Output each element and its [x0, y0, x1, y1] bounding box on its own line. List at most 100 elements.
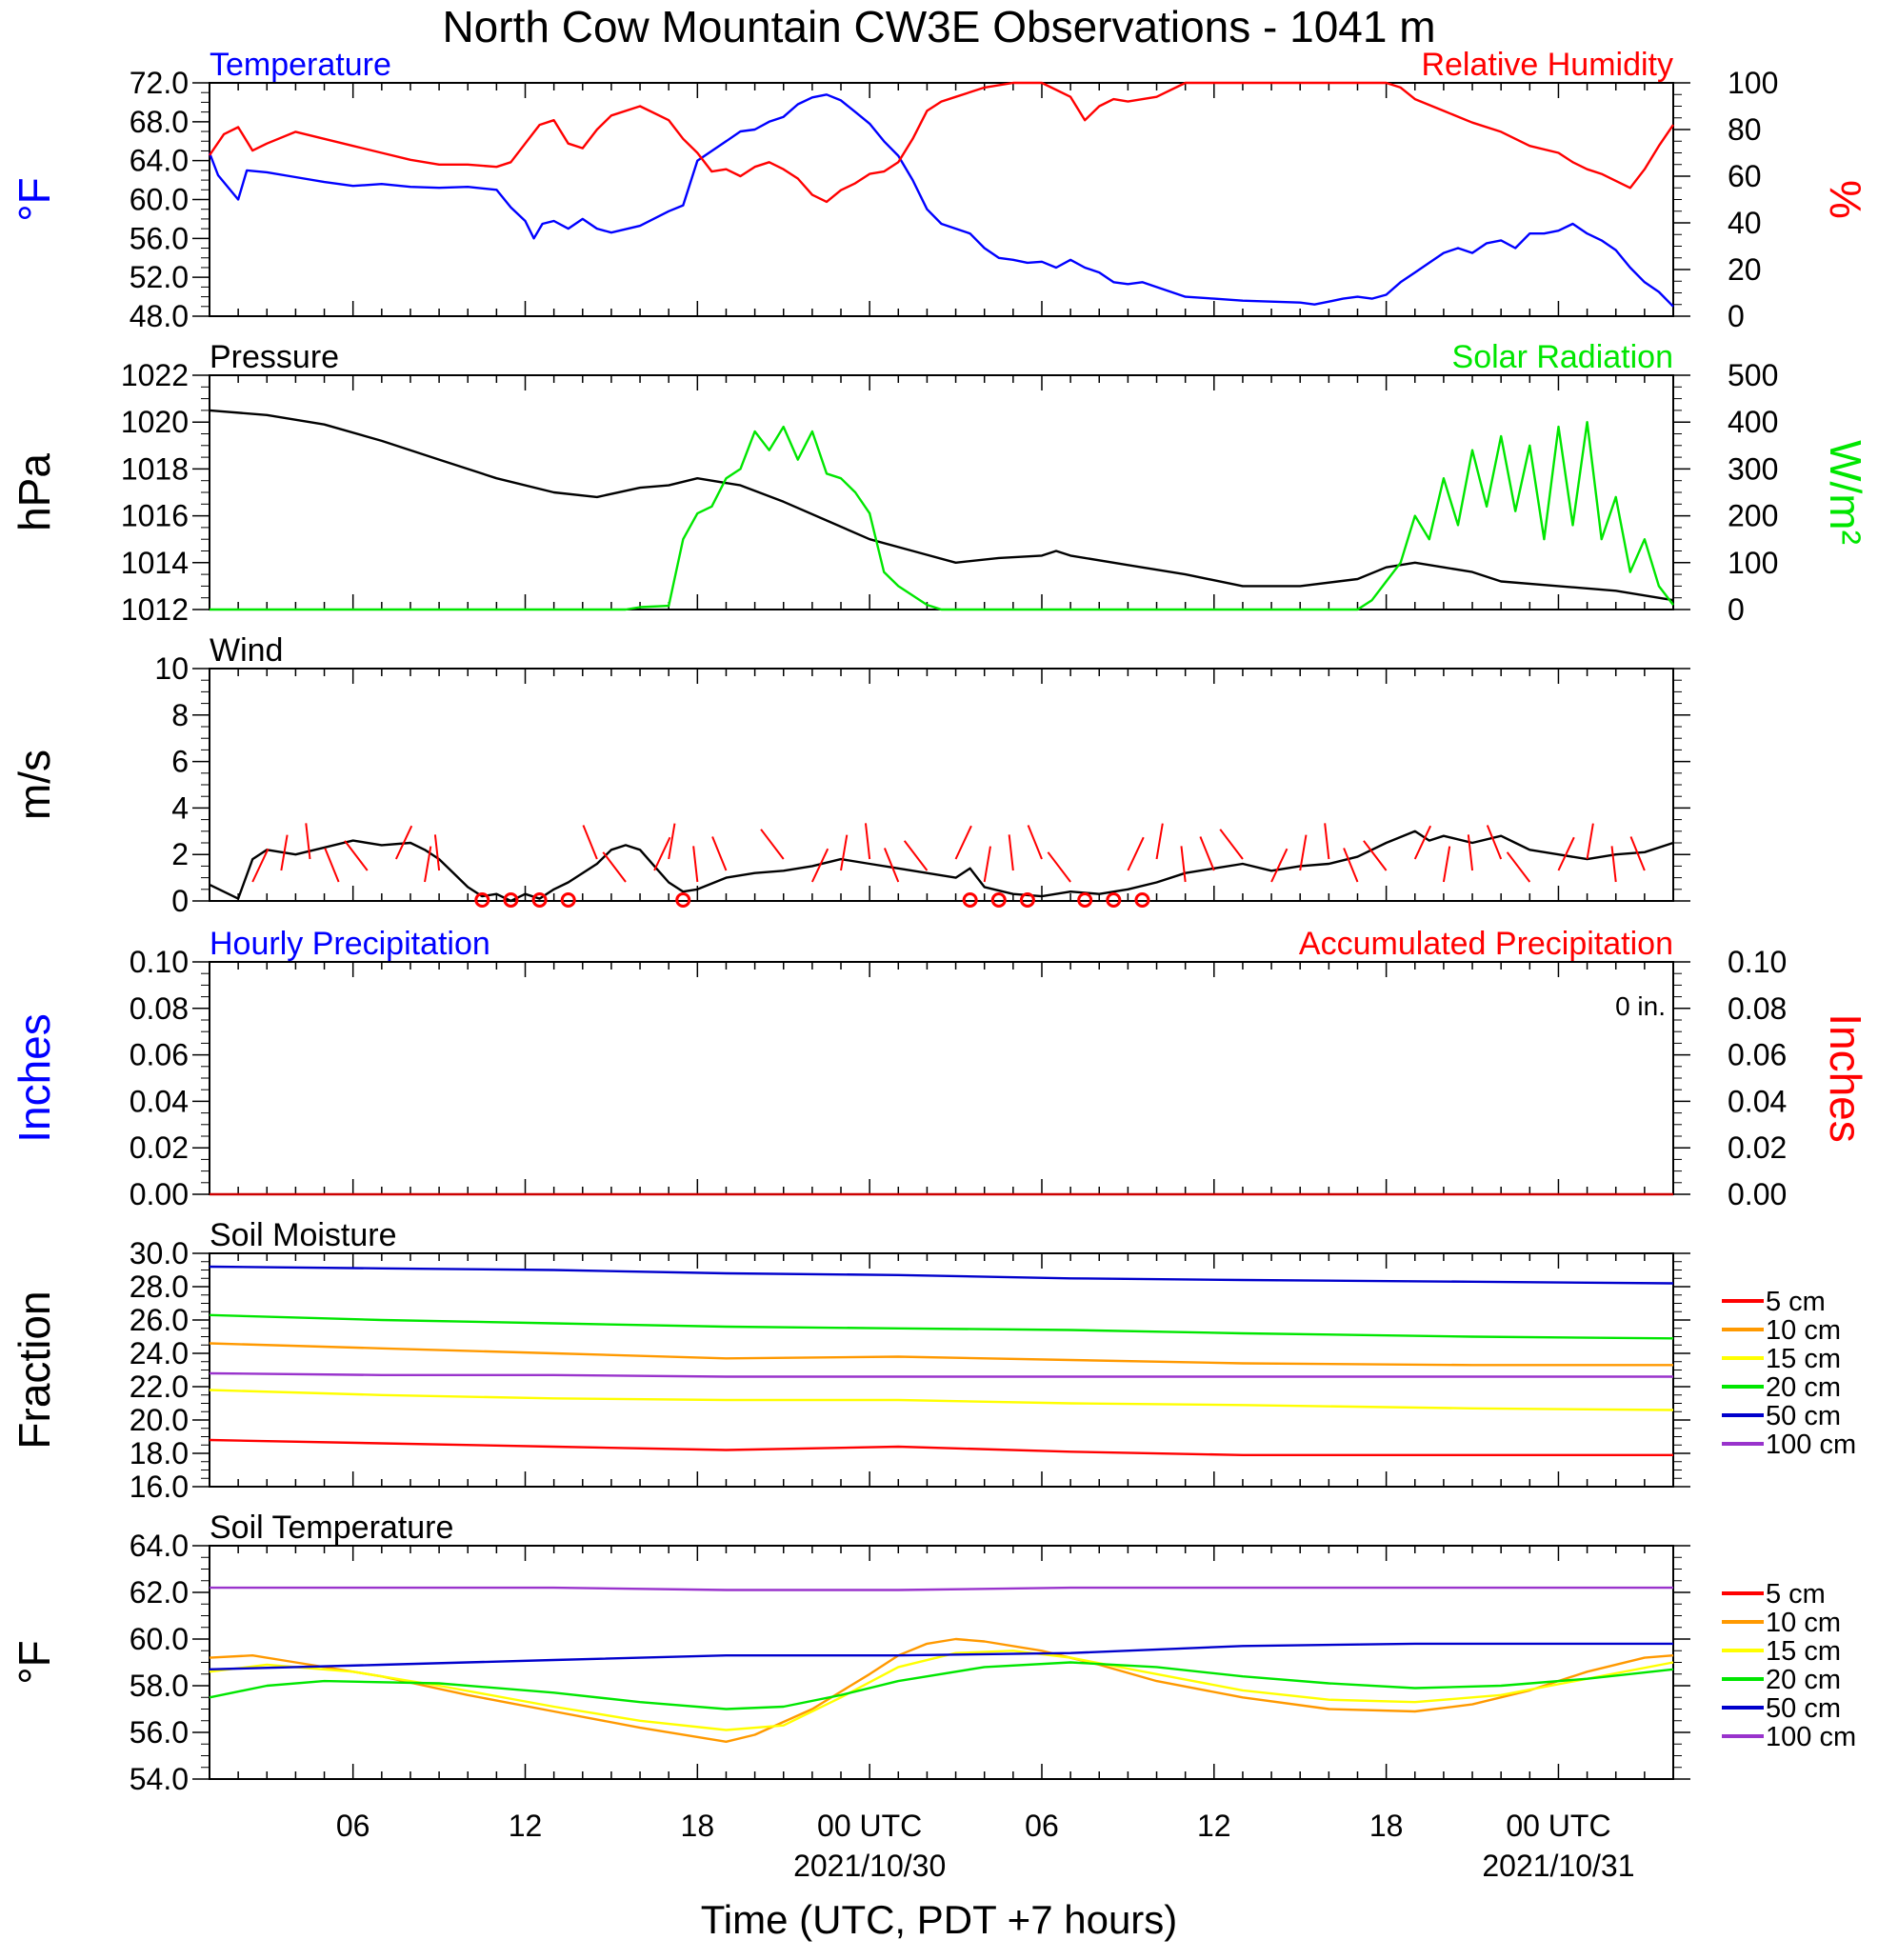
x-tick-label: 00 UTC [1506, 1809, 1610, 1843]
y-tick-label-left: 30.0 [130, 1236, 189, 1270]
y-tick-label-right: 300 [1728, 451, 1778, 486]
y-tick-label-right: 200 [1728, 499, 1778, 533]
y-axis-label-right: % [1821, 180, 1870, 219]
wind-barb [424, 846, 432, 883]
y-axis-label-left: Fraction [10, 1290, 59, 1449]
y-tick-label-left: 6 [171, 745, 189, 779]
wind-barb [1363, 840, 1388, 871]
calm-wind-circle [990, 892, 1007, 908]
wind-barb [1180, 846, 1187, 883]
y-tick-label-left: 24.0 [130, 1336, 189, 1370]
y-tick-label-left: 18.0 [130, 1436, 189, 1470]
wind-barb [1557, 836, 1575, 871]
y-tick-label-left: 1020 [121, 405, 189, 439]
wind-barb [903, 840, 929, 871]
calm-wind-circle [1134, 892, 1150, 908]
y-tick-label-left: 1014 [121, 546, 189, 580]
y-tick-label-left: 60.0 [130, 183, 189, 217]
x-date-label: 2021/10/31 [1482, 1849, 1634, 1883]
wind-barb [1199, 836, 1215, 871]
wind-barb [1442, 846, 1451, 883]
panel-title-left: Hourly Precipitation [210, 926, 490, 962]
legend-label: 50 cm [1766, 1401, 1841, 1431]
y-tick-label-right: 0.06 [1728, 1038, 1787, 1072]
y-axis-label-right: W/m² [1821, 440, 1870, 545]
wind-barb [954, 825, 972, 860]
y-tick-label-right: 0 [1728, 592, 1745, 627]
panel-title-left: Temperature [210, 47, 391, 83]
plot-frame [209, 82, 1674, 317]
y-tick-label-left: 4 [171, 790, 189, 825]
y-tick-label-left: 20.0 [130, 1403, 189, 1437]
wind-barb [1486, 825, 1503, 860]
legend-label: 20 cm [1766, 1665, 1841, 1695]
panel-title-left: Soil Moisture [210, 1217, 397, 1253]
y-tick-label-left: 60.0 [130, 1622, 189, 1656]
calm-wind-circle [474, 892, 490, 908]
y-tick-label-right: 0.10 [1728, 945, 1787, 979]
calm-wind-circle [531, 892, 548, 908]
y-tick-label-left: 56.0 [130, 1715, 189, 1750]
x-date-label: 2021/10/30 [793, 1849, 946, 1883]
x-axis-label: Time (UTC, PDT +7 hours) [701, 1897, 1178, 1942]
panel-press_solar: 1022 1020 1018 1016 1014 1012 500 400 300 200 100 0… [10, 339, 1870, 627]
panel-soil_temp: 64.0 62.0 60.0 58.0 56.0 54.0 Soil Temperature… [10, 1510, 1856, 1796]
wind-barb [864, 823, 871, 860]
series-line [209, 1342, 1673, 1367]
y-tick-label-left: 10 [154, 651, 189, 686]
legend-label: 5 cm [1766, 1287, 1826, 1317]
y-tick-label-right: 100 [1728, 66, 1778, 100]
y-tick-label-right: 0.02 [1728, 1130, 1787, 1165]
wind-barb [1413, 825, 1432, 860]
panel-title-left: Wind [210, 632, 283, 669]
y-tick-label-right: 40 [1728, 206, 1762, 240]
y-tick-label-left: 1016 [121, 499, 189, 533]
panel-title-right: Solar Radiation [1452, 339, 1673, 375]
wind-barb [305, 823, 311, 860]
y-tick-label-left: 26.0 [130, 1303, 189, 1337]
y-tick-label-left: 22.0 [130, 1370, 189, 1404]
panel-temp_rh: 72.0 68.0 64.0 60.0 56.0 52.0 48.0 100 80 60 40 20 0… [10, 47, 1870, 333]
wind-barb [433, 834, 441, 871]
legend-label: 10 cm [1766, 1608, 1841, 1638]
legend-label: 100 cm [1766, 1722, 1856, 1752]
wind-barb [1219, 829, 1244, 860]
wind-barb [1299, 834, 1308, 871]
y-axis-label-left: °F [10, 177, 59, 222]
y-tick-label-left: 8 [171, 698, 189, 732]
legend-label: 100 cm [1766, 1430, 1856, 1460]
wind-barb [1506, 851, 1531, 883]
plot-frame [209, 1252, 1674, 1488]
wind-barb [1270, 848, 1289, 883]
y-tick-label-right: 0 [1728, 299, 1745, 333]
wind-barb [668, 823, 676, 860]
accumulated-total: 0 in. [1615, 991, 1666, 1021]
y-tick-label-left: 68.0 [130, 105, 189, 139]
wind-barb [1155, 823, 1164, 860]
calm-wind-circle [675, 892, 691, 908]
y-tick-label-left: 2 [171, 837, 189, 871]
y-tick-label-left: 58.0 [130, 1669, 189, 1703]
series-line [209, 1661, 1674, 1710]
y-tick-label-right: 500 [1728, 358, 1778, 392]
y-axis-label-right: Inches [1821, 1013, 1870, 1143]
y-tick-label-left: 0.10 [130, 945, 189, 979]
y-tick-label-left: 0.02 [130, 1130, 189, 1165]
panel-wind: 10 8 6 4 2 0 Wind m/s [10, 632, 1690, 918]
calm-wind-circle [1106, 892, 1122, 908]
x-tick-label: 12 [1197, 1809, 1231, 1843]
series-line [209, 1438, 1673, 1456]
y-tick-label-right: 0.00 [1728, 1177, 1787, 1211]
wind-barb [653, 836, 671, 871]
series-line [210, 421, 1674, 611]
wind-barb [1586, 823, 1594, 860]
wind-barb [280, 834, 289, 871]
panel-soil_moist: 30.028.026.024.022.020.018.016.0 Soil Moi… [10, 1217, 1856, 1504]
y-tick-label-left: 16.0 [130, 1470, 189, 1504]
panel-precip: 0.10 0.08 0.06 0.04 0.02 0.00 0.10 0.08 0.06 0.04… [10, 926, 1870, 1211]
wind-barb [1027, 825, 1043, 860]
series-line [209, 409, 1674, 602]
calm-wind-circle [962, 892, 978, 908]
